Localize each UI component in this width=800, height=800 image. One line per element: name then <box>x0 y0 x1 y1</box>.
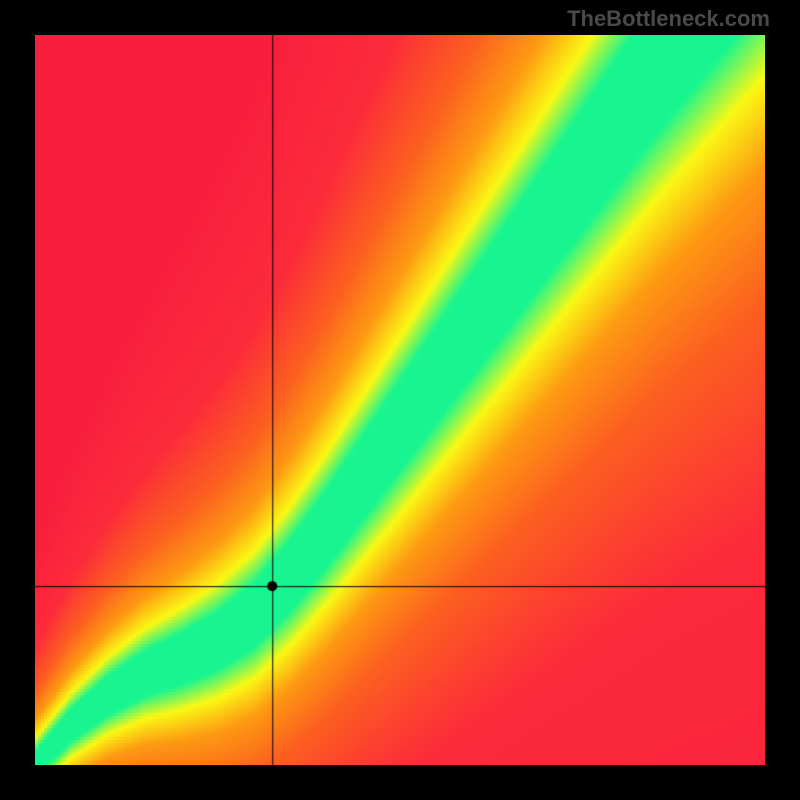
bottleneck-heatmap <box>35 35 765 765</box>
watermark-text: TheBottleneck.com <box>567 6 770 32</box>
chart-area <box>35 35 765 765</box>
chart-container: TheBottleneck.com <box>0 0 800 800</box>
